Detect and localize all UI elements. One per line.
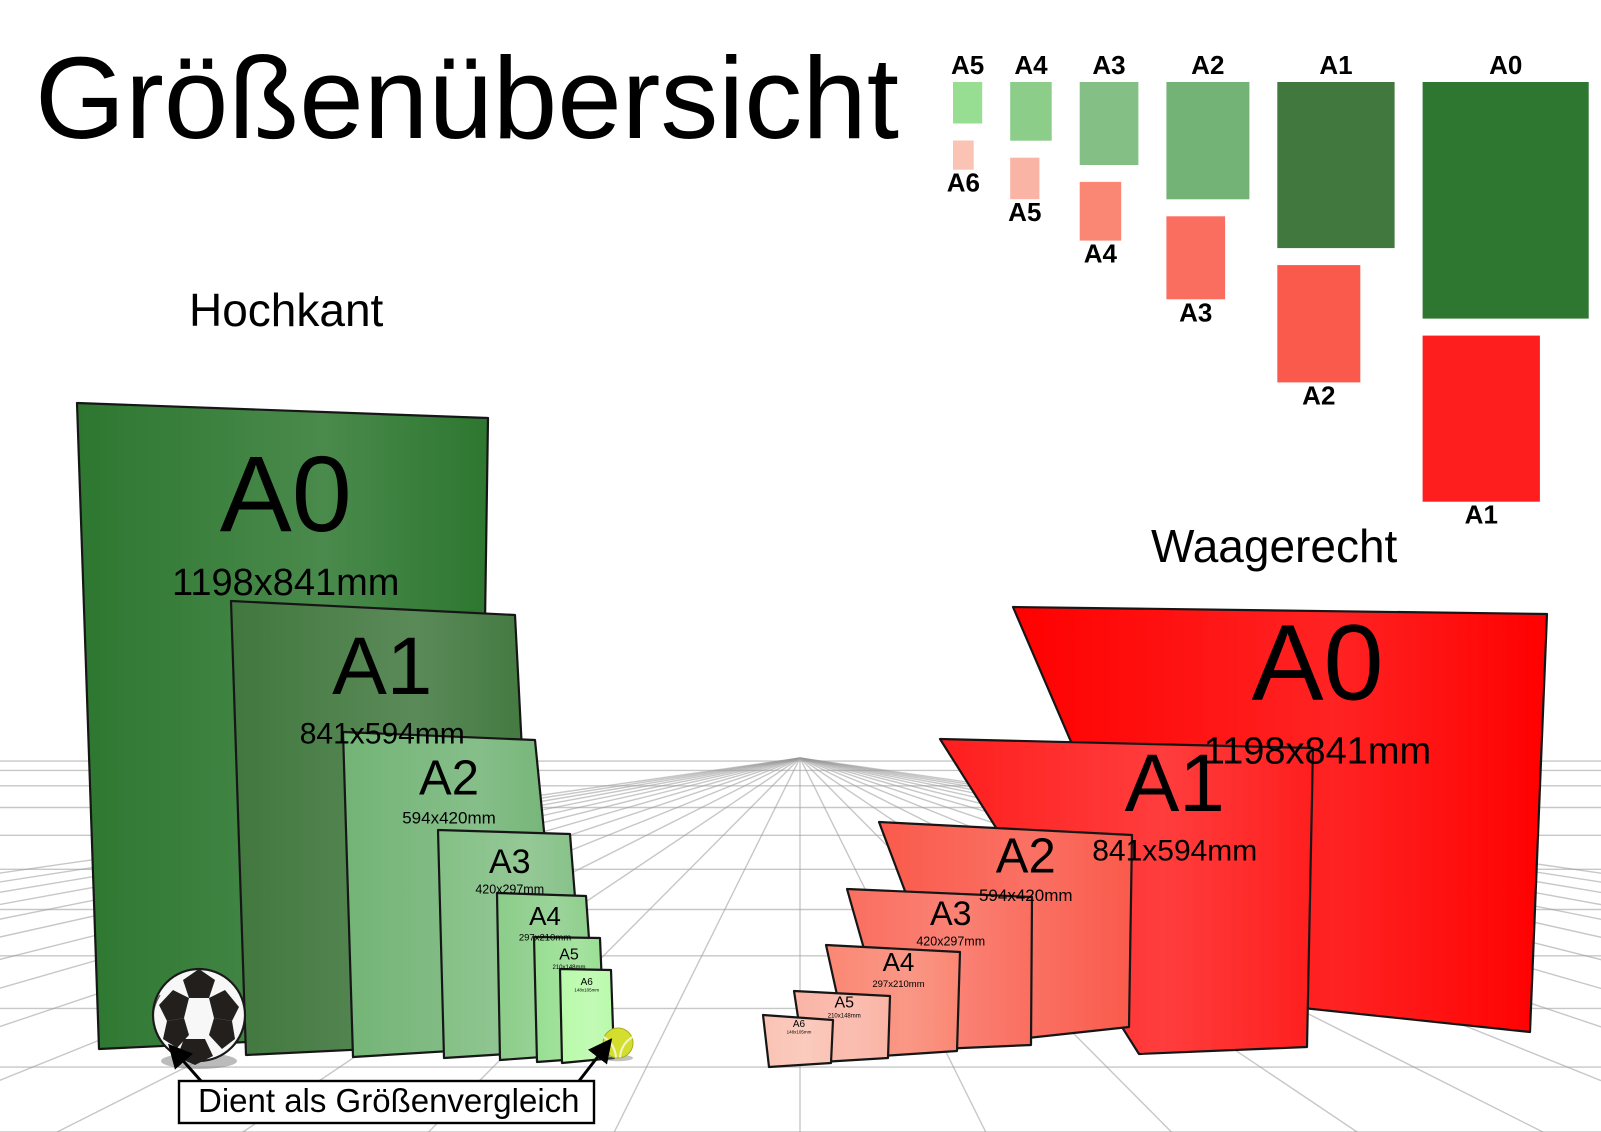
svg-text:A2: A2 <box>1191 50 1224 80</box>
svg-text:148x105mm: 148x105mm <box>787 1030 812 1035</box>
svg-text:A2: A2 <box>1302 380 1335 410</box>
svg-text:A1: A1 <box>1465 500 1498 530</box>
svg-text:148x105mm: 148x105mm <box>574 988 599 993</box>
svg-text:A1: A1 <box>332 621 432 712</box>
svg-text:297x210mm: 297x210mm <box>519 933 571 944</box>
svg-text:Waagerecht: Waagerecht <box>1151 520 1398 572</box>
svg-text:A2: A2 <box>419 752 479 806</box>
svg-text:A3: A3 <box>1092 50 1125 80</box>
svg-text:841x594mm: 841x594mm <box>300 718 465 751</box>
svg-text:A4: A4 <box>1084 239 1118 269</box>
svg-text:420x297mm: 420x297mm <box>475 883 544 897</box>
svg-text:1198x841mm: 1198x841mm <box>172 562 399 604</box>
svg-text:A4: A4 <box>883 947 915 977</box>
svg-text:A4: A4 <box>1014 50 1048 80</box>
svg-text:A0: A0 <box>1489 50 1522 80</box>
svg-text:297x210mm: 297x210mm <box>872 979 924 990</box>
svg-text:A6: A6 <box>793 1019 806 1030</box>
svg-text:1198x841mm: 1198x841mm <box>1204 730 1431 772</box>
svg-text:Dient als Größenvergleich: Dient als Größenvergleich <box>198 1082 580 1119</box>
svg-text:594x420mm: 594x420mm <box>402 809 496 828</box>
svg-text:A3: A3 <box>1179 297 1212 327</box>
svg-text:A2: A2 <box>996 829 1056 883</box>
svg-text:Größenübersicht: Größenübersicht <box>35 33 899 163</box>
svg-text:A3: A3 <box>489 843 531 881</box>
svg-text:A5: A5 <box>834 995 854 1012</box>
svg-text:A4: A4 <box>529 901 561 931</box>
svg-text:A5: A5 <box>951 50 984 80</box>
svg-text:A6: A6 <box>947 168 980 198</box>
svg-text:A6: A6 <box>581 977 594 988</box>
svg-text:210x148mm: 210x148mm <box>828 1013 861 1019</box>
svg-text:841x594mm: 841x594mm <box>1092 834 1257 867</box>
svg-text:A0: A0 <box>1251 601 1383 722</box>
svg-text:A3: A3 <box>930 895 972 933</box>
svg-text:A1: A1 <box>1125 738 1225 829</box>
svg-text:A0: A0 <box>220 433 352 554</box>
svg-text:A5: A5 <box>559 946 579 963</box>
svg-text:594x420mm: 594x420mm <box>979 886 1073 905</box>
svg-text:420x297mm: 420x297mm <box>916 934 985 948</box>
svg-text:210x148mm: 210x148mm <box>552 965 585 971</box>
svg-text:A1: A1 <box>1319 50 1352 80</box>
svg-text:A5: A5 <box>1008 197 1041 227</box>
svg-text:Hochkant: Hochkant <box>189 284 384 336</box>
